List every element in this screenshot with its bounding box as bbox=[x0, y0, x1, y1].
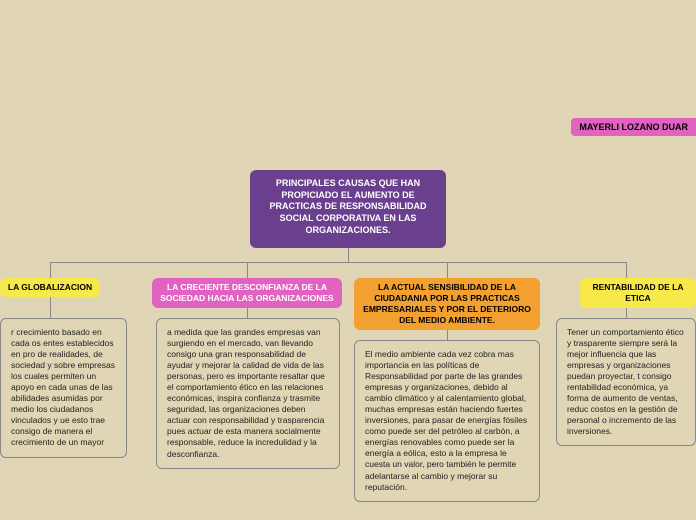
branch-title: RENTABILIDAD DE LA ETICA bbox=[580, 278, 696, 308]
branch-desc: Tener un comportamiento ético y traspare… bbox=[556, 318, 696, 446]
branch-title: LA ACTUAL SENSIBILIDAD DE LA CIUDADANIA … bbox=[354, 278, 540, 330]
branch-title: LA GLOBALIZACION bbox=[0, 278, 100, 297]
root-node: PRINCIPALES CAUSAS QUE HAN PROPICIADO EL… bbox=[250, 170, 446, 248]
branch-title: LA CRECIENTE DESCONFIANZA DE LA SOCIEDAD… bbox=[152, 278, 342, 308]
author-badge: MAYERLI LOZANO DUAR bbox=[571, 118, 696, 136]
branch-desc: El medio ambiente cada vez cobra mas imp… bbox=[354, 340, 540, 502]
branch-desc: r crecimiento basado en cada os entes es… bbox=[0, 318, 127, 458]
branch-desc: a medida que las grandes empresas van su… bbox=[156, 318, 340, 469]
